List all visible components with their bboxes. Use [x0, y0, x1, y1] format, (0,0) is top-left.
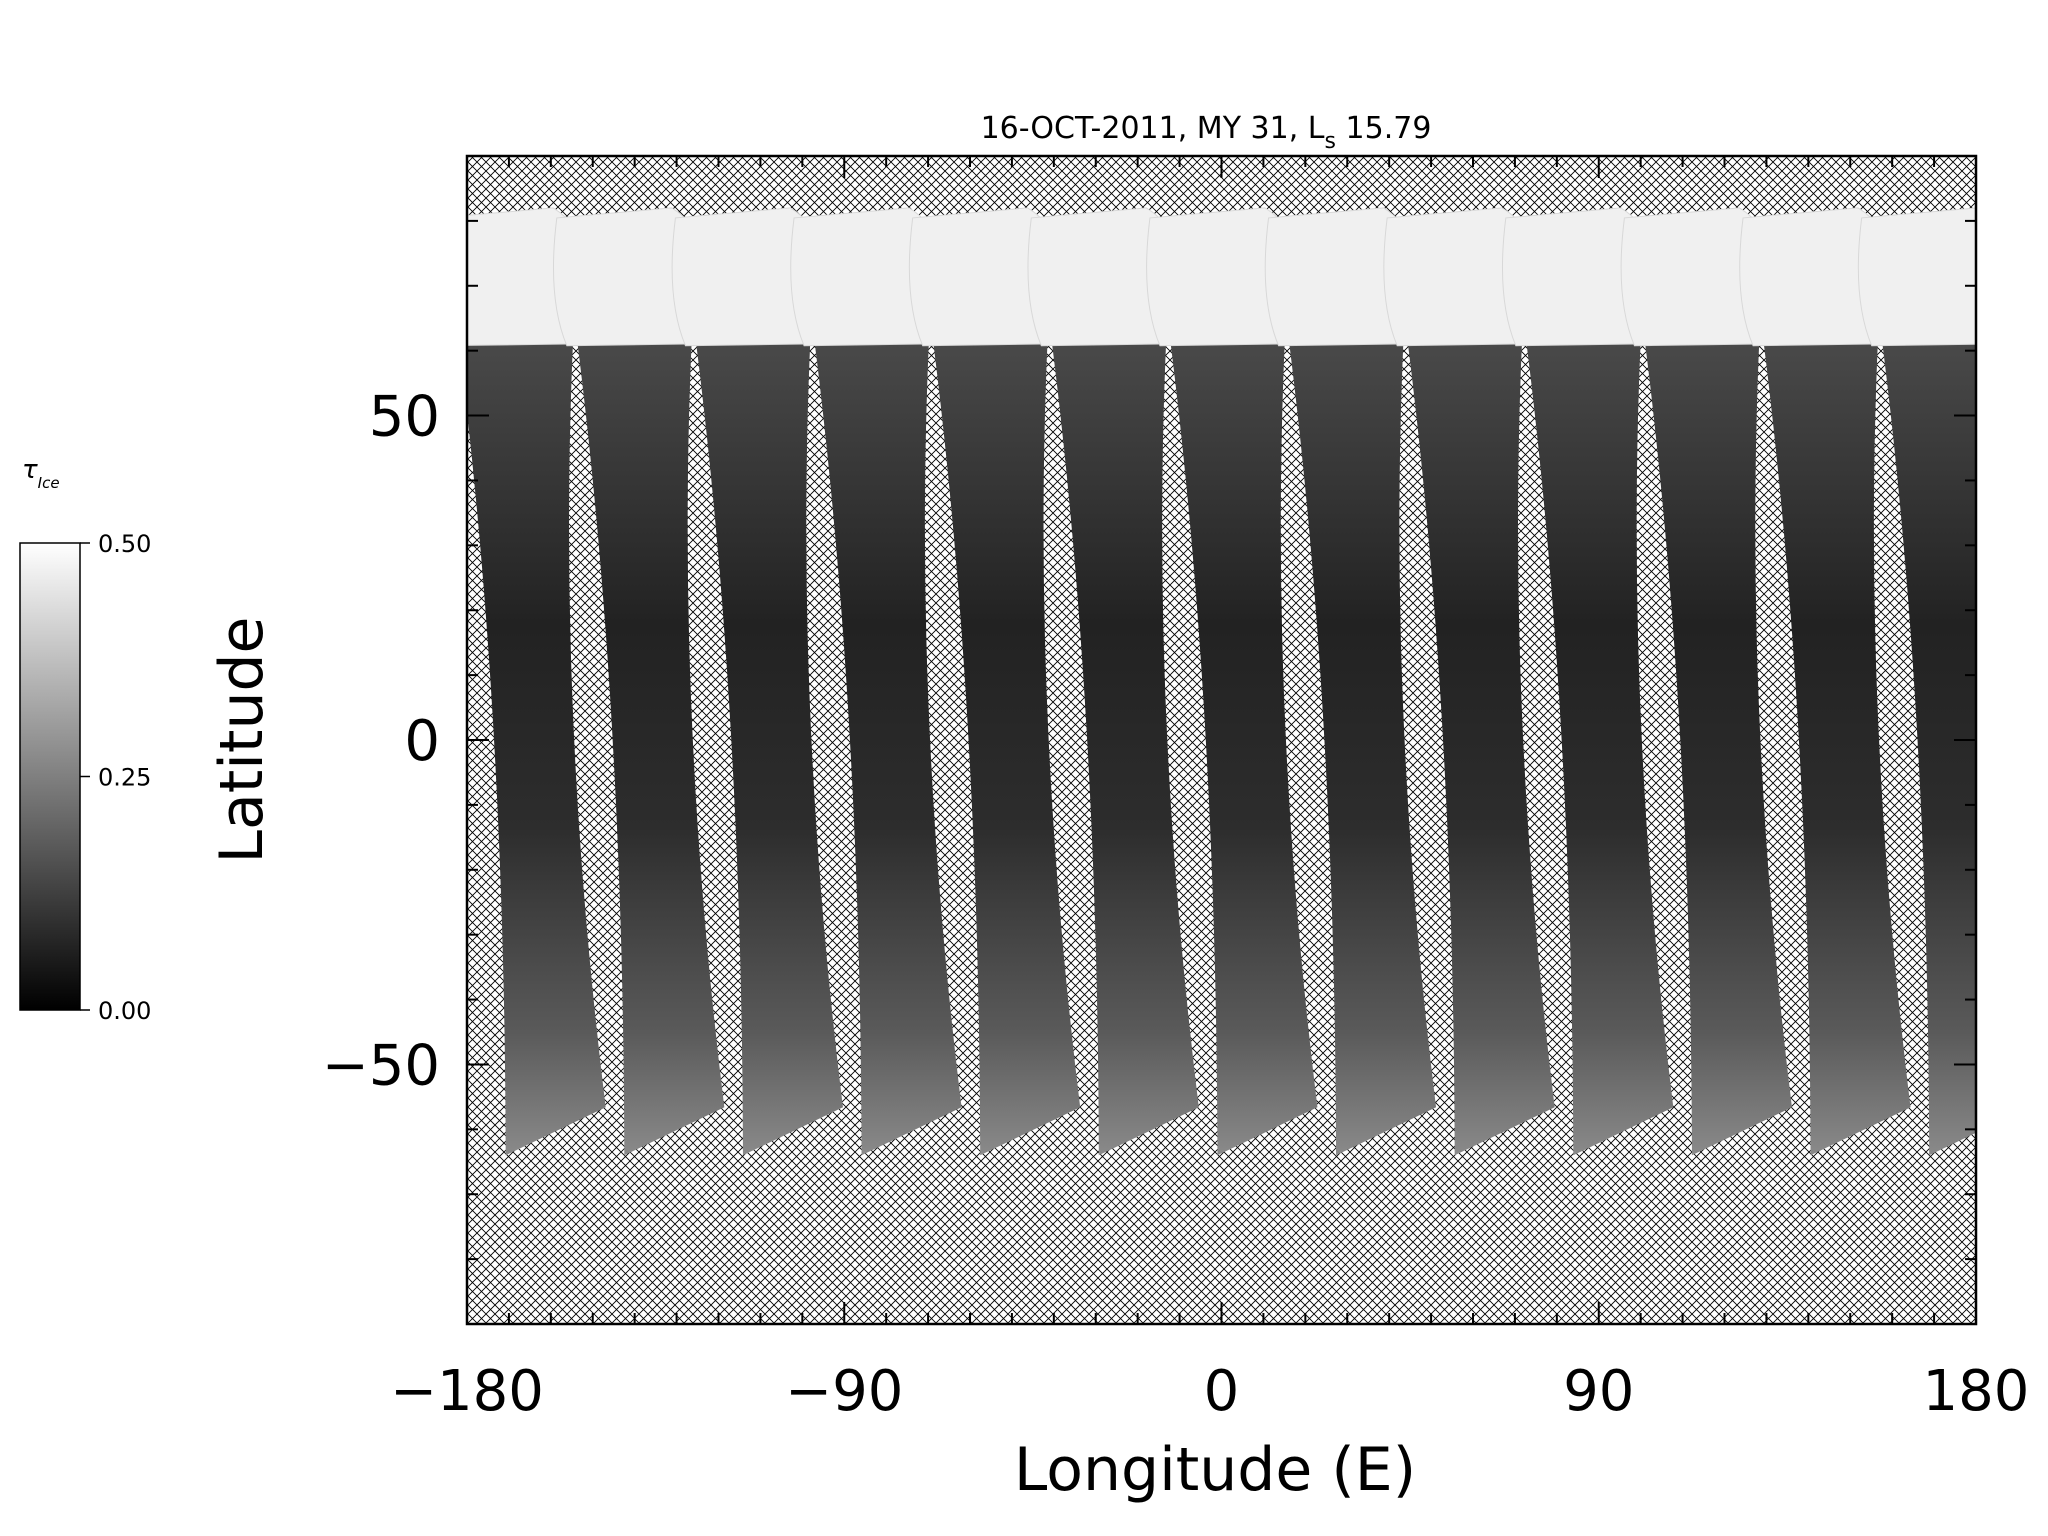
- figure-title: 16-OCT-2011, MY 31, Ls 15.79: [981, 111, 1432, 154]
- colorbar-tick-label: 0.00: [98, 997, 151, 1025]
- y-tick-label: −50: [322, 1033, 440, 1098]
- y-axis-label: Latitude: [207, 617, 277, 864]
- colorbar: τIce 0.50 0.25 0.00: [19, 455, 151, 1025]
- swath: [467, 337, 606, 1156]
- swath: [814, 337, 962, 1156]
- swath-layer: [467, 337, 1976, 1156]
- colorbar-gradient: [19, 542, 81, 1011]
- colorbar-tick-label: 0.50: [98, 530, 151, 558]
- y-tick-label: 0: [404, 709, 440, 774]
- polar-cap-segment: [1857, 207, 1976, 347]
- north-polar-cap-layer: [467, 207, 1976, 347]
- colorbar-ticks: 0.50 0.25 0.00: [80, 530, 151, 1025]
- swath: [1881, 337, 1976, 1156]
- x-axis-ticks: −180 −90 0 90 180: [390, 156, 2029, 1424]
- x-tick-label: 180: [1923, 1359, 2030, 1424]
- swath: [932, 337, 1081, 1156]
- swath: [1407, 337, 1555, 1156]
- swath: [1525, 337, 1674, 1156]
- swath: [1169, 337, 1318, 1156]
- colorbar-title-subscript: Ice: [38, 474, 60, 492]
- x-axis-label: Longitude (E): [1014, 1435, 1416, 1505]
- y-axis-ticks: 50 0 −50: [322, 155, 1976, 1325]
- title-subscript: s: [1325, 129, 1336, 154]
- y-tick-label: 50: [369, 385, 440, 450]
- swath: [576, 337, 725, 1156]
- colorbar-title: τIce: [22, 455, 60, 492]
- x-tick-label: −180: [390, 1359, 544, 1424]
- x-tick-label: 0: [1204, 1359, 1240, 1424]
- x-tick-label: −90: [785, 1359, 903, 1424]
- swath: [1051, 337, 1199, 1156]
- map-plot-area: [467, 156, 1976, 1324]
- swath: [1288, 337, 1437, 1156]
- x-tick-label: 90: [1563, 1359, 1634, 1424]
- swath: [1644, 337, 1792, 1156]
- swath: [1763, 337, 1911, 1156]
- colorbar-tick-label: 0.25: [98, 764, 151, 792]
- swath: [695, 337, 843, 1156]
